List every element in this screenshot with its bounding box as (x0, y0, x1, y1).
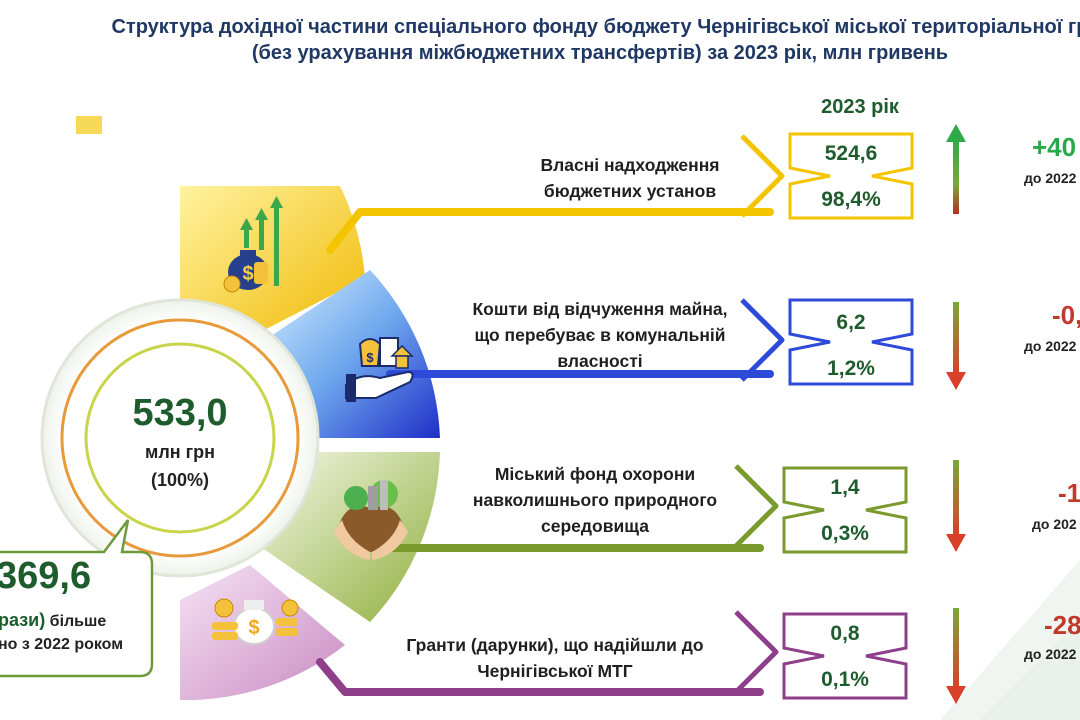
center-circle-bg (40, 298, 320, 578)
bubble-line-1-rest: більше (45, 613, 107, 630)
row-label-1: Власні надходження бюджетних установ (480, 152, 780, 204)
title-line-2-part-b: за 2023 рік (707, 42, 812, 64)
center-total-value: 533,0 (132, 392, 228, 434)
row-change-1: +40 (1032, 132, 1077, 162)
center-ring-inner (84, 342, 276, 534)
chevron-purple (734, 610, 779, 694)
row-label-2: Кошти від відчуження майна, що перебуває… (440, 296, 760, 374)
money-growth-icon: $ (223, 196, 283, 293)
title-line-2-part-a: (без урахування міжбюджетних трансфертів… (251, 42, 708, 64)
row-label-3: Міський фонд охорони навколишнього приро… (450, 461, 740, 539)
row-label-2-line-1: Кошти від відчуження майна, (472, 299, 728, 319)
row-change-sub-3: до 202 (1032, 516, 1077, 532)
connector-purple (316, 658, 764, 696)
background-stripes (940, 560, 1080, 720)
row-share-1: 98,4% (821, 188, 881, 211)
row-change-sub-4: до 2022 (1024, 646, 1077, 662)
row-share-4: 0,1% (821, 668, 869, 691)
row-change-sub-2: до 2022 (1024, 338, 1077, 354)
valuebox-yellow (788, 132, 914, 220)
row-share-3: 0,3% (821, 522, 869, 545)
row-value-1: 524,6 (824, 142, 878, 165)
chevron-yellow (740, 134, 785, 218)
row-label-4: Гранти (дарунки), що надійшли до Чернігі… (380, 632, 730, 684)
grant-money-icon: $ (212, 598, 299, 645)
chevron-blue (740, 298, 785, 382)
bubble-line-2: но з 2022 роком (0, 636, 124, 653)
row-label-1-line-2: бюджетних установ (543, 181, 717, 201)
bubble-value: 369,6 (0, 555, 92, 597)
valuebox-purple (782, 612, 908, 700)
center-total-share: (100%) (150, 470, 210, 490)
year-label: 2023 рік (821, 96, 899, 118)
row-label-4-line-1: Гранти (дарунки), що надійшли до (406, 635, 704, 655)
title-line-1: Структура дохідної частини спеціального … (111, 16, 1080, 38)
environment-icon (334, 480, 408, 560)
trend-down-arrow-3 (946, 460, 966, 552)
center-ring-outer (60, 318, 300, 558)
bubble-line-1: рази) більше (0, 610, 106, 631)
row-label-1-line-1: Власні надходження (540, 155, 720, 175)
row-value-3: 1,4 (830, 476, 860, 499)
speech-bubble (0, 519, 154, 678)
row-label-2-line-2: що перебуває в комунальній (474, 325, 726, 345)
trend-down-arrow-2 (946, 302, 966, 390)
chevron-green (734, 464, 779, 548)
valuebox-green (782, 466, 908, 554)
svg-text:$: $ (242, 263, 253, 285)
decor-square (76, 116, 102, 134)
row-label-3-line-3: середовища (541, 516, 649, 536)
row-change-4: -28 (1044, 610, 1080, 640)
valuebox-blue (788, 298, 914, 386)
title-line-2-part-c: , млн гривень (811, 42, 949, 64)
row-value-2: 6,2 (836, 311, 866, 334)
bubble-line-1-highlight: рази) (0, 610, 46, 630)
segment-yellow (180, 186, 365, 345)
row-change-sub-1: до 2022 (1024, 170, 1077, 186)
trend-down-arrow-4 (946, 608, 966, 704)
row-label-4-line-2: Чернігівської МТГ (477, 661, 633, 681)
row-change-2: -0, (1052, 300, 1080, 330)
row-label-3-line-2: навколишнього природного (472, 490, 718, 510)
center-total-unit: млн грн (145, 442, 215, 462)
row-value-4: 0,8 (830, 622, 860, 645)
property-sale-icon: $ (345, 337, 414, 402)
trend-up-arrow-1 (946, 124, 966, 214)
svg-text:$: $ (366, 350, 374, 365)
connector-yellow (326, 208, 774, 254)
row-share-2: 1,2% (827, 357, 875, 380)
row-change-3: -1 (1058, 478, 1080, 508)
row-label-3-line-1: Міський фонд охорони (494, 464, 696, 484)
svg-text:$: $ (248, 617, 259, 639)
row-label-2-line-3: власності (557, 351, 643, 371)
page-title: Структура дохідної частини спеціального … (0, 14, 1080, 66)
title-line-2: (без урахування міжбюджетних трансфертів… (0, 40, 1080, 66)
